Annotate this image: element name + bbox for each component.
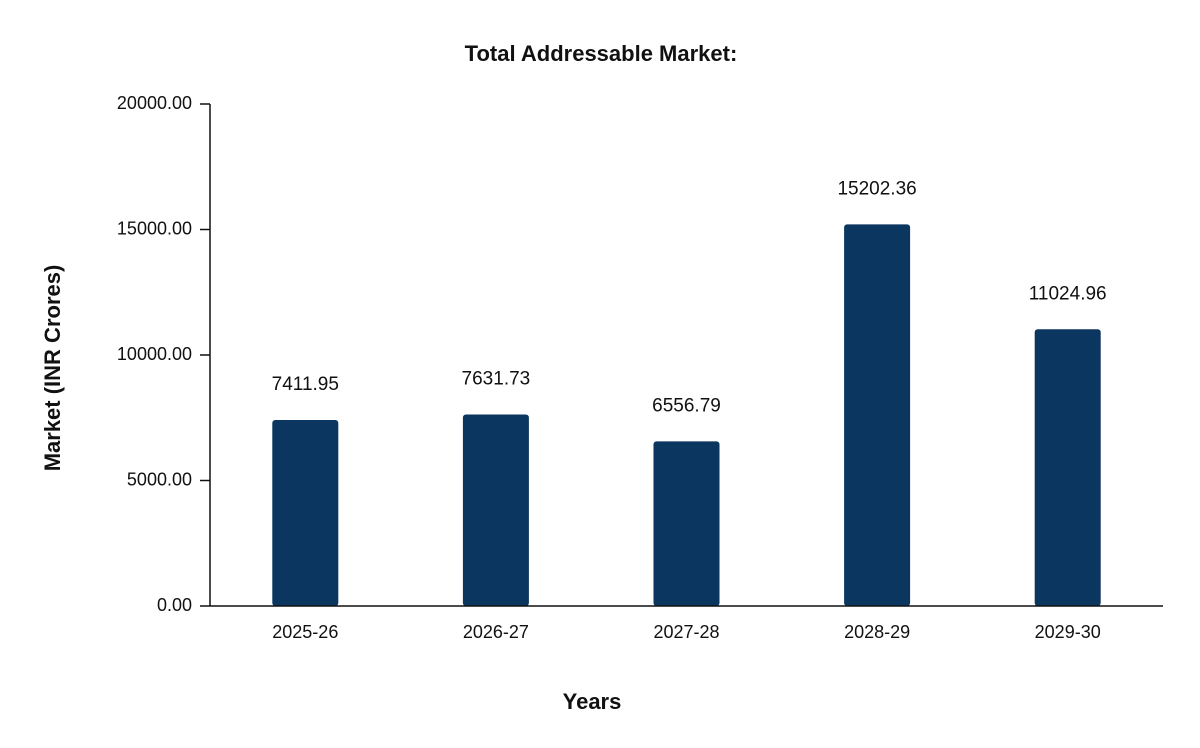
data-label-2029-30: 11024.96 [1029,283,1107,304]
bar-2027-28 [653,441,720,606]
y-axis-ticks: 0.00 5000.00 10000.00 15000.00 20000.00 [117,93,210,615]
bar-series [272,224,1101,606]
data-label-2025-26: 7411.95 [272,374,339,395]
y-tick-label: 10000.00 [117,344,192,364]
data-label-2026-27: 7631.73 [462,368,531,389]
y-tick-label: 20000.00 [117,93,192,113]
data-labels: 7411.95 7631.73 6556.79 15202.36 11024.96 [272,178,1107,416]
x-tick-label-2029-30: 2029-30 [1035,622,1101,642]
x-axis-title: Years [563,689,622,714]
y-tick-label: 15000.00 [117,218,192,238]
x-tick-label-2027-28: 2027-28 [653,622,719,642]
data-label-2027-28: 6556.79 [652,395,721,416]
y-axis-title: Market (INR Crores) [40,265,65,472]
bar-2026-27 [462,414,529,606]
x-axis-ticks: 2025-26 2026-27 2027-28 2028-29 2029-30 [272,622,1100,642]
bar-2025-26 [272,419,339,606]
x-tick-label-2028-29: 2028-29 [844,622,910,642]
bar-2028-29 [844,224,911,606]
data-label-2028-29: 15202.36 [837,178,916,199]
bar-2029-30 [1034,329,1101,606]
x-tick-label-2026-27: 2026-27 [463,622,529,642]
chart-title: Total Addressable Market: [465,41,738,66]
x-tick-label-2025-26: 2025-26 [272,622,338,642]
y-tick-label: 5000.00 [127,469,192,489]
y-tick-label: 0.00 [157,595,192,615]
